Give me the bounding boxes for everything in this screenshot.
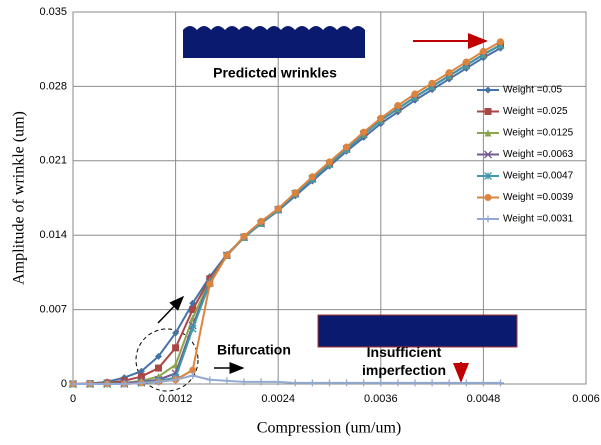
marker: [485, 194, 492, 201]
x-tick-label: 0.0024: [261, 393, 295, 405]
y-tick-label: 0.035: [39, 6, 67, 18]
x-axis-title: Compression (um/um): [257, 420, 401, 437]
marker: [206, 281, 213, 288]
marker: [497, 38, 504, 45]
wrinkle-image: [183, 26, 365, 58]
x-tick-label: 0.0048: [467, 393, 501, 405]
annotation: Bifurcation: [217, 342, 291, 358]
marker: [292, 189, 299, 196]
marker: [412, 90, 419, 97]
legend-label: Weight =0.0031: [503, 214, 574, 225]
flat-image: [318, 315, 517, 347]
marker: [377, 115, 384, 122]
marker: [155, 365, 162, 372]
marker: [275, 205, 282, 212]
y-tick-label: 0: [61, 378, 67, 390]
x-tick-label: 0: [70, 393, 76, 405]
chart: 0 0.007 0.014 0.021 0.028 0.035 0 0.0012 0.0024 0…: [0, 0, 601, 445]
marker: [326, 158, 333, 165]
x-tick-label: 0.0012: [159, 393, 193, 405]
y-tick-label: 0.014: [39, 229, 67, 241]
marker: [343, 143, 350, 150]
x-tick-label: 0.006: [572, 393, 600, 405]
legend-label: Weight =0.0063: [503, 149, 574, 160]
y-tick-label: 0.028: [39, 80, 67, 92]
marker: [429, 80, 436, 87]
marker: [446, 69, 453, 76]
legend-label: Weight =0.05: [503, 85, 562, 96]
marker: [480, 48, 487, 55]
marker: [360, 129, 367, 136]
marker: [394, 102, 401, 109]
y-tick-label: 0.021: [39, 155, 67, 167]
legend-label: Weight =0.0125: [503, 128, 574, 139]
annotation: Predicted wrinkles: [213, 65, 337, 81]
wrinkle-shape: [183, 26, 365, 58]
marker: [223, 252, 230, 259]
y-axis-title: Amplitude of wrinkle (um): [11, 111, 28, 285]
marker: [309, 173, 316, 180]
x-tick-label: 0.0036: [364, 393, 398, 405]
legend-label: Weight =0.0039: [503, 192, 574, 203]
marker: [172, 344, 179, 351]
y-tick-label: 0.007: [39, 304, 67, 316]
marker: [258, 218, 265, 225]
legend-label: Weight =0.025: [503, 106, 568, 117]
marker: [241, 233, 248, 240]
marker: [463, 58, 470, 65]
legend-label: Weight =0.0047: [503, 171, 574, 182]
marker: [485, 108, 492, 115]
